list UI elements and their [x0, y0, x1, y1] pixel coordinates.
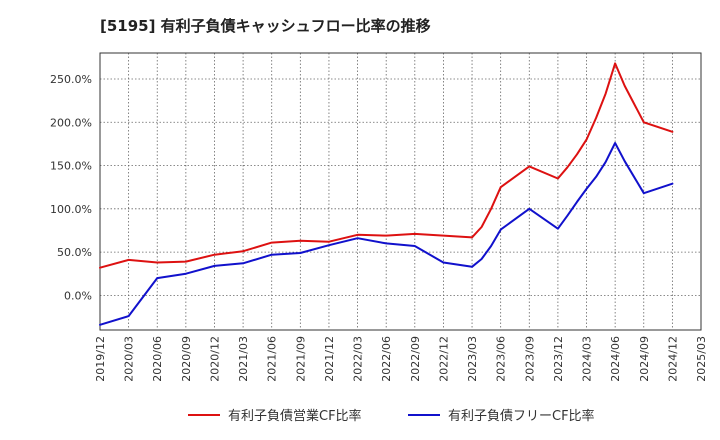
- x-tick-label: 2023/03: [466, 336, 479, 382]
- legend-label-2: 有利子負債フリーCF比率: [448, 408, 595, 424]
- y-tick-label: 100.0%: [50, 203, 92, 216]
- x-tick-label: 2020/03: [123, 336, 136, 382]
- x-tick-label: 2020/12: [208, 336, 221, 382]
- x-tick-label: 2024/09: [638, 336, 651, 382]
- y-tick-label: 250.0%: [50, 73, 92, 86]
- series-line-2: [99, 142, 674, 326]
- y-tick-label: 0.0%: [64, 289, 92, 302]
- x-tick-label: 2024/06: [609, 336, 622, 382]
- x-tick-label: 2022/09: [409, 336, 422, 382]
- x-tick-label: 2023/12: [552, 336, 565, 382]
- series-line-1: [99, 62, 674, 269]
- x-tick-label: 2021/06: [266, 336, 279, 382]
- y-axis-ticks: 0.0% 50.0% 100.0% 150.0% 200.0% 250.0%: [50, 73, 92, 302]
- chart-title: [5195] 有利子負債キャッシュフロー比率の推移: [100, 17, 431, 35]
- x-tick-label: 2021/09: [294, 336, 307, 382]
- x-tick-label: 2021/03: [237, 336, 250, 382]
- x-tick-label: 2020/09: [180, 336, 193, 382]
- x-tick-label: 2019/12: [94, 336, 107, 382]
- legend: 有利子負債営業CF比率 有利子負債フリーCF比率: [188, 408, 595, 424]
- x-tick-label: 2025/03: [695, 336, 708, 382]
- y-tick-label: 200.0%: [50, 116, 92, 129]
- plot-frame: [99, 52, 702, 331]
- x-tick-label: 2022/03: [352, 336, 365, 382]
- x-tick-label: 2024/03: [581, 336, 594, 382]
- y-tick-label: 150.0%: [50, 160, 92, 173]
- grid-lines: [100, 53, 701, 330]
- x-axis-ticks: 2019/12 2020/03 2020/06 2020/09 2020/12 2021/…: [94, 336, 708, 382]
- x-tick-label: 2024/12: [666, 336, 679, 382]
- series-lines: [99, 62, 674, 326]
- x-tick-label: 2023/06: [495, 336, 508, 382]
- x-tick-label: 2023/09: [523, 336, 536, 382]
- y-tick-label: 50.0%: [57, 246, 92, 259]
- x-tick-label: 2022/06: [380, 336, 393, 382]
- x-tick-label: 2022/12: [437, 336, 450, 382]
- legend-label-1: 有利子負債営業CF比率: [228, 408, 362, 424]
- x-tick-label: 2021/12: [323, 336, 336, 382]
- x-tick-label: 2020/06: [151, 336, 164, 382]
